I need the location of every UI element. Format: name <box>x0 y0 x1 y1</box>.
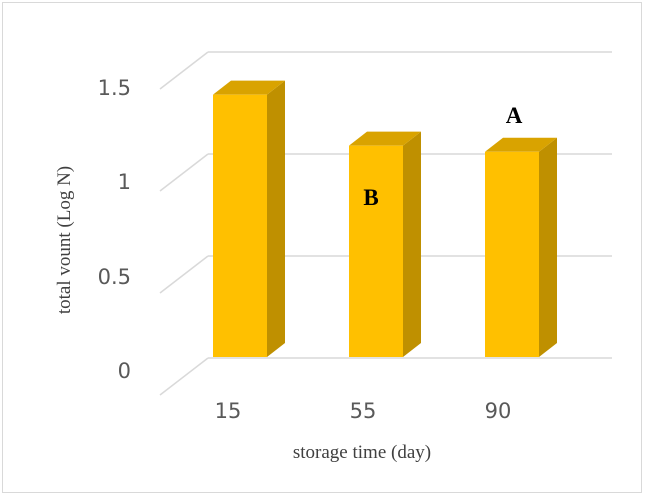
bar-front-90 <box>485 151 539 357</box>
bar-front-15 <box>213 94 267 358</box>
x-tick-label-15: 15 <box>215 399 242 423</box>
bar-side-15 <box>267 80 285 358</box>
x-tick-label-55: 55 <box>350 399 377 423</box>
bar-side-90 <box>539 137 557 357</box>
x-tick-label-90: 90 <box>485 399 512 423</box>
bar-top-15 <box>213 80 285 95</box>
bar-90 <box>485 137 557 357</box>
y-axis-title: total vount (Log N) <box>54 166 75 314</box>
bar-front-55 <box>349 145 403 357</box>
y-tick-label-1.5: 1.5 <box>98 76 131 100</box>
gridline-depth-0.5 <box>159 255 209 294</box>
bar-top-90 <box>485 137 557 152</box>
bar-side-55 <box>403 131 421 357</box>
bar-55 <box>349 131 421 357</box>
gridline-depth-1.5 <box>159 51 209 90</box>
y-tick-label-1: 1 <box>118 170 131 194</box>
annotation-a: A <box>506 103 523 128</box>
bar-top-55 <box>349 131 421 146</box>
gridline-depth-1 <box>159 153 209 192</box>
y-tick-label-0: 0 <box>118 359 131 383</box>
bars <box>213 80 557 358</box>
gridline-depth-0 <box>159 357 209 396</box>
x-axis-title: storage time (day) <box>293 442 431 463</box>
bar-15 <box>213 80 285 358</box>
y-tick-label-0.5: 0.5 <box>98 265 131 289</box>
annotation-b: B <box>363 185 378 210</box>
